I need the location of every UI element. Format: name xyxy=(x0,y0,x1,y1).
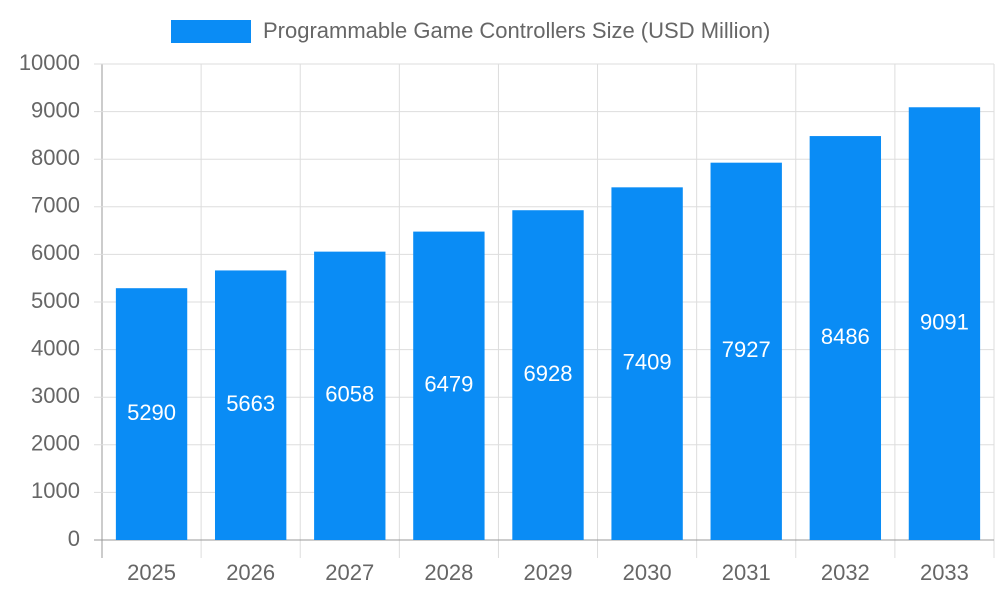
data-label: 6058 xyxy=(325,382,374,407)
x-tick-label: 2030 xyxy=(623,560,672,585)
y-tick-label: 4000 xyxy=(31,335,80,360)
data-label: 7927 xyxy=(722,337,771,362)
x-tick-label: 2033 xyxy=(920,560,969,585)
y-tick-label: 1000 xyxy=(31,478,80,503)
y-tick-label: 9000 xyxy=(31,97,80,122)
y-tick-label: 10000 xyxy=(19,50,80,75)
bar xyxy=(710,162,782,540)
bar xyxy=(809,136,882,540)
bar xyxy=(908,107,981,540)
x-tick-label: 2027 xyxy=(325,560,374,585)
bar xyxy=(512,210,584,540)
data-label: 6479 xyxy=(424,372,473,397)
x-tick-label: 2028 xyxy=(424,560,473,585)
bar xyxy=(611,187,683,540)
data-label: 5663 xyxy=(226,391,275,416)
bar xyxy=(413,231,485,540)
bar xyxy=(115,288,188,540)
y-tick-label: 0 xyxy=(68,526,80,551)
y-tick-label: 5000 xyxy=(31,288,80,313)
data-label: 7409 xyxy=(623,349,672,374)
data-label: 6928 xyxy=(524,361,573,386)
data-label: 5290 xyxy=(127,400,176,425)
x-tick-label: 2026 xyxy=(226,560,275,585)
y-tick-label: 8000 xyxy=(31,145,80,170)
y-tick-label: 3000 xyxy=(31,383,80,408)
legend-label: Programmable Game Controllers Size (USD … xyxy=(263,18,770,43)
bar xyxy=(214,270,287,540)
x-tick-label: 2029 xyxy=(524,560,573,585)
data-label: 9091 xyxy=(920,309,969,334)
data-label: 8486 xyxy=(821,324,870,349)
bar xyxy=(314,251,386,540)
y-tick-label: 6000 xyxy=(31,240,80,265)
legend-swatch xyxy=(171,20,251,43)
y-tick-label: 7000 xyxy=(31,193,80,218)
y-tick-label: 2000 xyxy=(31,431,80,456)
x-tick-label: 2032 xyxy=(821,560,870,585)
x-tick-label: 2025 xyxy=(127,560,176,585)
x-tick-label: 2031 xyxy=(722,560,771,585)
